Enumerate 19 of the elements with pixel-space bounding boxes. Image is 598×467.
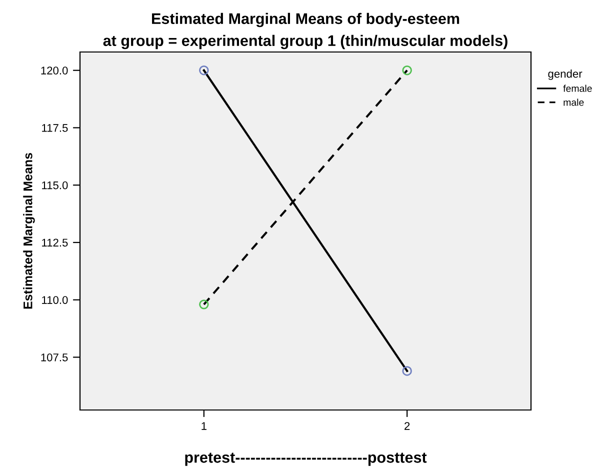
chart-title: Estimated Marginal Means of body-esteem [152, 12, 460, 28]
chart-subtitle: at group = experimental group 1 (thin/muscular models) [103, 34, 508, 50]
y-tick-label: 110.0 [42, 296, 68, 304]
y-tick-label: 115.0 [42, 181, 68, 190]
legend-label: female [563, 84, 592, 92]
point [199, 65, 209, 76]
legend-label: male [564, 98, 584, 106]
x-tick-label: 1 [202, 422, 206, 430]
x-tick-label: 2 [404, 422, 410, 430]
y-tick-label: 117.5 [42, 124, 68, 132]
y-tick-label: 112.5 [42, 238, 68, 247]
y-tick-label: 120.0 [41, 66, 68, 74]
legend-title: gender [548, 70, 582, 80]
point [402, 65, 412, 76]
point [402, 366, 412, 376]
y-axis-title: Estimated Marginal Means [23, 153, 35, 309]
x-axis-title: pretest--------------------------posttest [185, 452, 427, 466]
y-tick-label: 107.5 [41, 353, 68, 362]
point [199, 300, 209, 310]
